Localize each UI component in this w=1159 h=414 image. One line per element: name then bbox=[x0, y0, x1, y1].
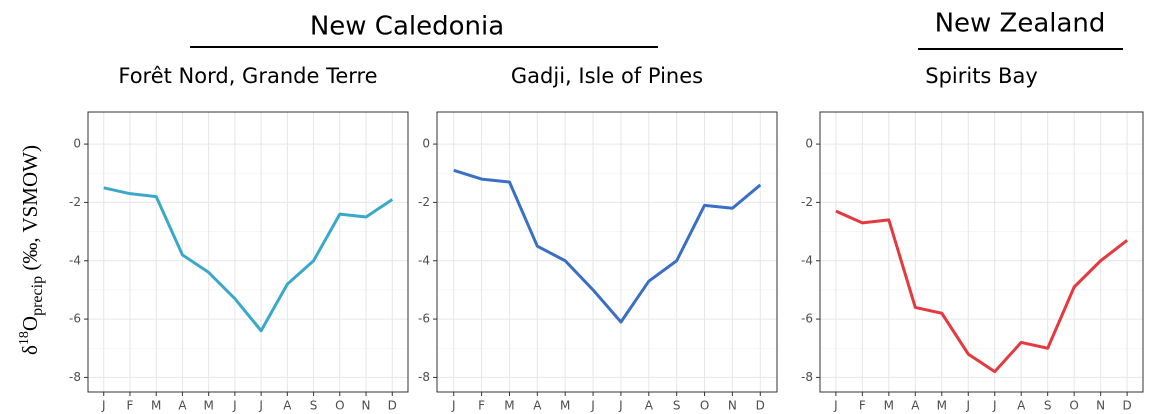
y-tick-label: -2 bbox=[801, 195, 813, 209]
x-tick-label: F bbox=[127, 399, 134, 413]
x-tick-label: N bbox=[362, 399, 371, 413]
x-tick-label: J bbox=[101, 399, 106, 413]
y-tick-label: 0 bbox=[422, 137, 430, 151]
x-tick-label: D bbox=[756, 399, 765, 413]
y-label-sup: 18 bbox=[17, 331, 32, 345]
y-tick-label: -8 bbox=[418, 370, 430, 384]
x-tick-label: J bbox=[965, 399, 970, 413]
x-tick-label: N bbox=[728, 399, 737, 413]
x-tick-label: J bbox=[833, 399, 838, 413]
x-tick-label: J bbox=[618, 399, 623, 413]
y-tick-label: -2 bbox=[418, 195, 430, 209]
x-tick-label: M bbox=[560, 399, 570, 413]
panel-title: Forêt Nord, Grande Terre bbox=[118, 64, 377, 88]
y-tick-label: -8 bbox=[69, 370, 81, 384]
y-tick-label: 0 bbox=[73, 137, 81, 151]
x-tick-label: M bbox=[937, 399, 947, 413]
x-tick-label: A bbox=[645, 399, 654, 413]
panel-border bbox=[436, 111, 778, 393]
x-tick-label: A bbox=[283, 399, 292, 413]
group-title: New Zealand bbox=[935, 9, 1106, 39]
data-line bbox=[103, 186, 394, 333]
y-label-part: δ bbox=[18, 345, 42, 355]
x-tick-label: S bbox=[1044, 399, 1052, 413]
x-tick-label: O bbox=[1069, 399, 1078, 413]
x-tick-label: F bbox=[478, 399, 485, 413]
x-tick-label: N bbox=[1096, 399, 1105, 413]
panel-border bbox=[819, 111, 1144, 393]
y-label-part: (‰, VSMOW) bbox=[18, 145, 42, 276]
x-tick-label: D bbox=[1122, 399, 1131, 413]
panel-title: Spirits Bay bbox=[925, 64, 1038, 88]
y-tick-label: -4 bbox=[69, 253, 81, 267]
x-tick-label: J bbox=[232, 399, 237, 413]
x-tick-label: S bbox=[673, 399, 681, 413]
x-tick-label: A bbox=[911, 399, 920, 413]
x-tick-label: D bbox=[388, 399, 397, 413]
x-tick-label: A bbox=[1017, 399, 1026, 413]
x-tick-label: J bbox=[590, 399, 595, 413]
y-tick-label: -4 bbox=[418, 253, 430, 267]
y-tick-label: -4 bbox=[801, 253, 813, 267]
x-tick-label: J bbox=[258, 399, 263, 413]
x-tick-label: A bbox=[178, 399, 187, 413]
y-tick-label: -2 bbox=[69, 195, 81, 209]
y-label-sub: precip bbox=[29, 276, 46, 316]
group-title: New Caledonia bbox=[310, 12, 504, 42]
y-axis-label: δ18Oprecip (‰, VSMOW) bbox=[17, 145, 45, 355]
x-tick-label: F bbox=[859, 399, 866, 413]
x-tick-label: M bbox=[151, 399, 161, 413]
panel-title: Gadji, Isle of Pines bbox=[511, 64, 703, 88]
data-line bbox=[453, 168, 762, 324]
x-tick-label: J bbox=[992, 399, 997, 413]
y-tick-label: -8 bbox=[801, 370, 813, 384]
x-tick-label: S bbox=[310, 399, 318, 413]
y-tick-label: -6 bbox=[418, 312, 430, 326]
y-tick-label: 0 bbox=[805, 137, 813, 151]
x-tick-label: A bbox=[533, 399, 542, 413]
panel-border bbox=[87, 111, 409, 393]
y-tick-label: -6 bbox=[801, 312, 813, 326]
x-tick-label: M bbox=[203, 399, 213, 413]
y-tick-label: -6 bbox=[69, 312, 81, 326]
x-tick-label: O bbox=[335, 399, 344, 413]
x-tick-label: J bbox=[451, 399, 456, 413]
x-tick-label: O bbox=[700, 399, 709, 413]
x-tick-label: M bbox=[884, 399, 894, 413]
data-line bbox=[835, 209, 1129, 374]
y-label-part: O bbox=[18, 316, 42, 331]
x-tick-label: M bbox=[504, 399, 514, 413]
